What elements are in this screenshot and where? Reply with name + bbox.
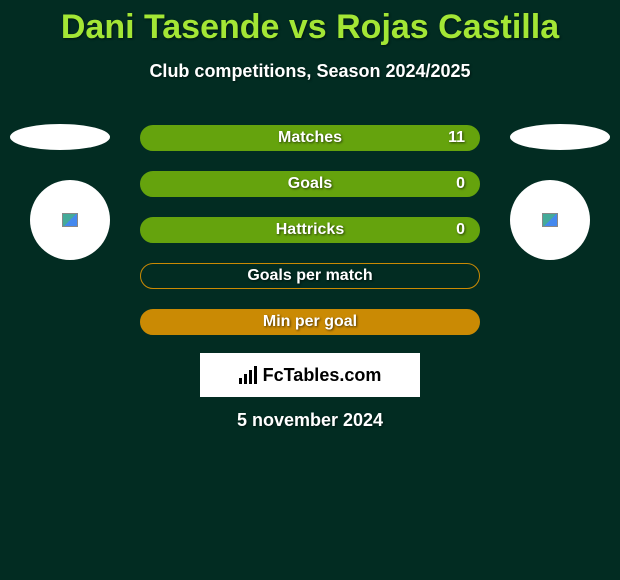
stat-row-goals: Goals 0 xyxy=(140,171,480,197)
stat-label: Goals xyxy=(288,175,332,193)
watermark-text: FcTables.com xyxy=(263,365,382,386)
stat-value: 0 xyxy=(456,175,465,193)
stat-row-matches: Matches 11 xyxy=(140,125,480,151)
badge-icon xyxy=(542,213,558,227)
club-badge-left xyxy=(30,180,110,260)
stat-row-min-per-goal: Min per goal xyxy=(140,309,480,335)
player-left-flag xyxy=(10,124,110,150)
stat-value: 0 xyxy=(456,221,465,239)
page-title: Dani Tasende vs Rojas Castilla xyxy=(0,0,620,47)
club-badge-right xyxy=(510,180,590,260)
page-subtitle: Club competitions, Season 2024/2025 xyxy=(0,61,620,82)
stat-value: 11 xyxy=(448,129,465,147)
stat-label: Matches xyxy=(278,129,342,147)
badge-icon xyxy=(62,213,78,227)
stats-bars: Matches 11 Goals 0 Hattricks 0 Goals per… xyxy=(140,125,480,355)
stat-row-goals-per-match: Goals per match xyxy=(140,263,480,289)
stat-label: Min per goal xyxy=(263,313,357,331)
watermark: FcTables.com xyxy=(200,353,420,397)
stat-row-hattricks: Hattricks 0 xyxy=(140,217,480,243)
date-label: 5 november 2024 xyxy=(0,410,620,431)
stat-label: Goals per match xyxy=(247,267,372,285)
stat-label: Hattricks xyxy=(276,221,344,239)
player-right-flag xyxy=(510,124,610,150)
watermark-chart-icon xyxy=(239,366,257,384)
